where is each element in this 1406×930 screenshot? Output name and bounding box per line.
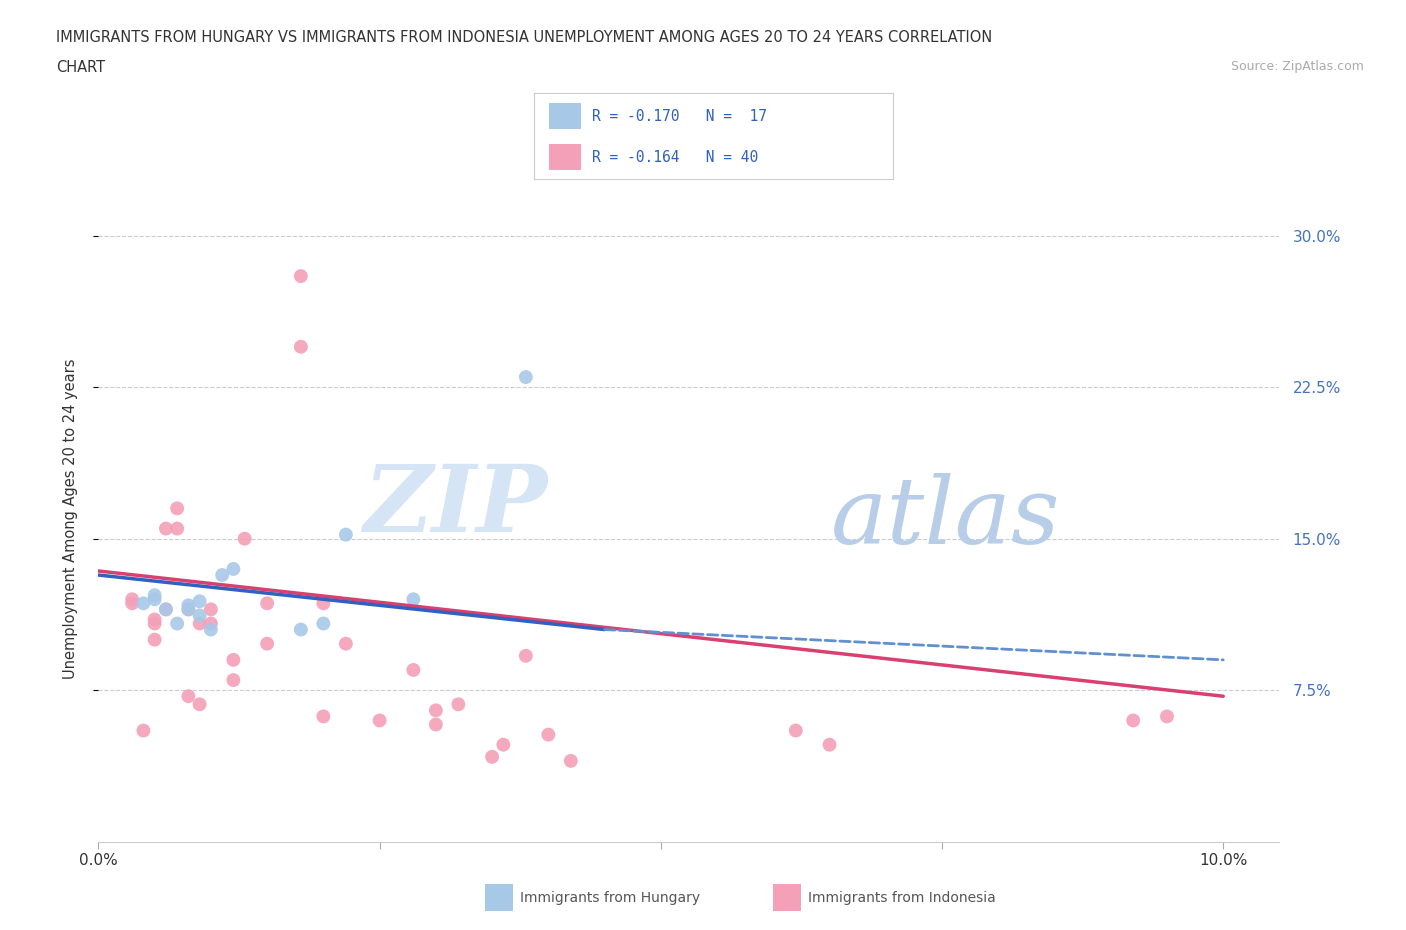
Point [166,501,188,516]
Point [188,697,211,711]
Point [312,596,335,611]
Point [177,602,200,617]
Text: CHART: CHART [56,60,105,75]
Text: R = -0.170   N =  17: R = -0.170 N = 17 [592,109,766,124]
Point [492,737,515,752]
Point [290,622,312,637]
Point [560,753,582,768]
Text: IMMIGRANTS FROM HUNGARY VS IMMIGRANTS FROM INDONESIA UNEMPLOYMENT AMONG AGES 20 : IMMIGRANTS FROM HUNGARY VS IMMIGRANTS FR… [56,30,993,45]
Text: Source: ZipAtlas.com: Source: ZipAtlas.com [1230,60,1364,73]
Point [132,596,155,611]
Point [785,724,807,738]
Point [425,703,447,718]
Point [222,653,245,668]
Point [402,662,425,677]
Point [188,608,211,623]
Point [515,648,537,663]
Point [121,591,143,606]
Point [188,594,211,609]
Point [1156,709,1178,724]
Point [200,616,222,631]
Point [143,588,166,603]
Point [143,632,166,647]
Point [368,713,391,728]
Point [233,531,256,546]
Point [143,616,166,631]
Text: ZIP: ZIP [363,460,547,551]
Bar [548,103,581,129]
Point [481,750,503,764]
Point [256,596,278,611]
Point [312,616,335,631]
Point [155,602,177,617]
Point [132,724,155,738]
Text: R = -0.164   N = 40: R = -0.164 N = 40 [592,150,758,165]
Point [290,339,312,354]
Point [155,521,177,536]
Point [335,527,357,542]
Point [200,602,222,617]
Point [177,602,200,617]
Point [121,596,143,611]
Text: Immigrants from Indonesia: Immigrants from Indonesia [808,891,997,906]
Point [166,521,188,536]
Text: atlas: atlas [831,473,1060,564]
Point [166,616,188,631]
Point [402,591,425,606]
Point [256,636,278,651]
Point [177,689,200,704]
Point [290,269,312,284]
Point [335,636,357,651]
Point [537,727,560,742]
Point [425,717,447,732]
Point [143,591,166,606]
Point [515,369,537,384]
Point [155,602,177,617]
Text: Immigrants from Hungary: Immigrants from Hungary [520,891,700,906]
Point [818,737,841,752]
Point [211,567,233,582]
Bar [548,144,581,170]
Point [222,562,245,577]
Point [222,672,245,687]
Point [188,616,211,631]
Y-axis label: Unemployment Among Ages 20 to 24 years: Unemployment Among Ages 20 to 24 years [63,358,77,679]
Point [200,622,222,637]
Point [1122,713,1144,728]
Point [312,709,335,724]
Point [177,598,200,613]
Point [143,612,166,627]
Point [447,697,470,711]
